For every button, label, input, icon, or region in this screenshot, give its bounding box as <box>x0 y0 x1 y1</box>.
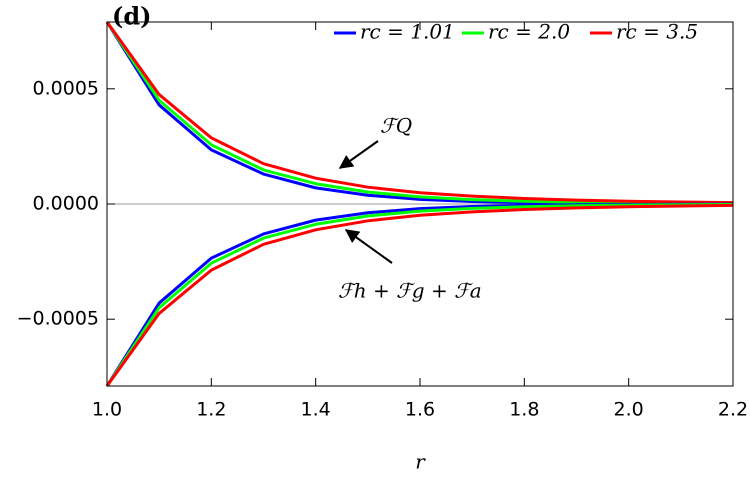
y-tick-label: 0.0000 <box>33 193 99 215</box>
line-series <box>105 21 734 206</box>
x-tick-label: 1.4 <box>301 399 331 421</box>
plot-frame <box>106 21 734 387</box>
x-tick-label: 2.2 <box>718 399 748 421</box>
line-series <box>105 21 734 205</box>
legend-label: rc = 2.0 <box>488 20 570 44</box>
panel-label: (d) <box>112 2 152 31</box>
annotation: ℱh + ℱg + ℱa <box>338 279 482 303</box>
legend-label: rc = 3.5 <box>616 20 698 44</box>
x-tick-label: 1.8 <box>509 399 539 421</box>
arrow <box>338 140 379 169</box>
line-series <box>105 202 734 387</box>
line-series <box>105 203 734 387</box>
x-tick-label: 1.6 <box>405 399 435 421</box>
annotation: ℱQ <box>380 114 412 138</box>
x-axis-label: r <box>415 450 426 474</box>
x-tick-label: 1.2 <box>196 399 226 421</box>
y-tick-label: −0.0005 <box>17 308 99 330</box>
y-tick-label: 0.0005 <box>33 77 99 99</box>
x-tick-label: 2.0 <box>614 399 644 421</box>
x-tick-label: 1.0 <box>92 399 122 421</box>
legend-label: rc = 1.01 <box>360 20 455 44</box>
line-series <box>105 21 734 206</box>
arrow <box>344 229 393 264</box>
